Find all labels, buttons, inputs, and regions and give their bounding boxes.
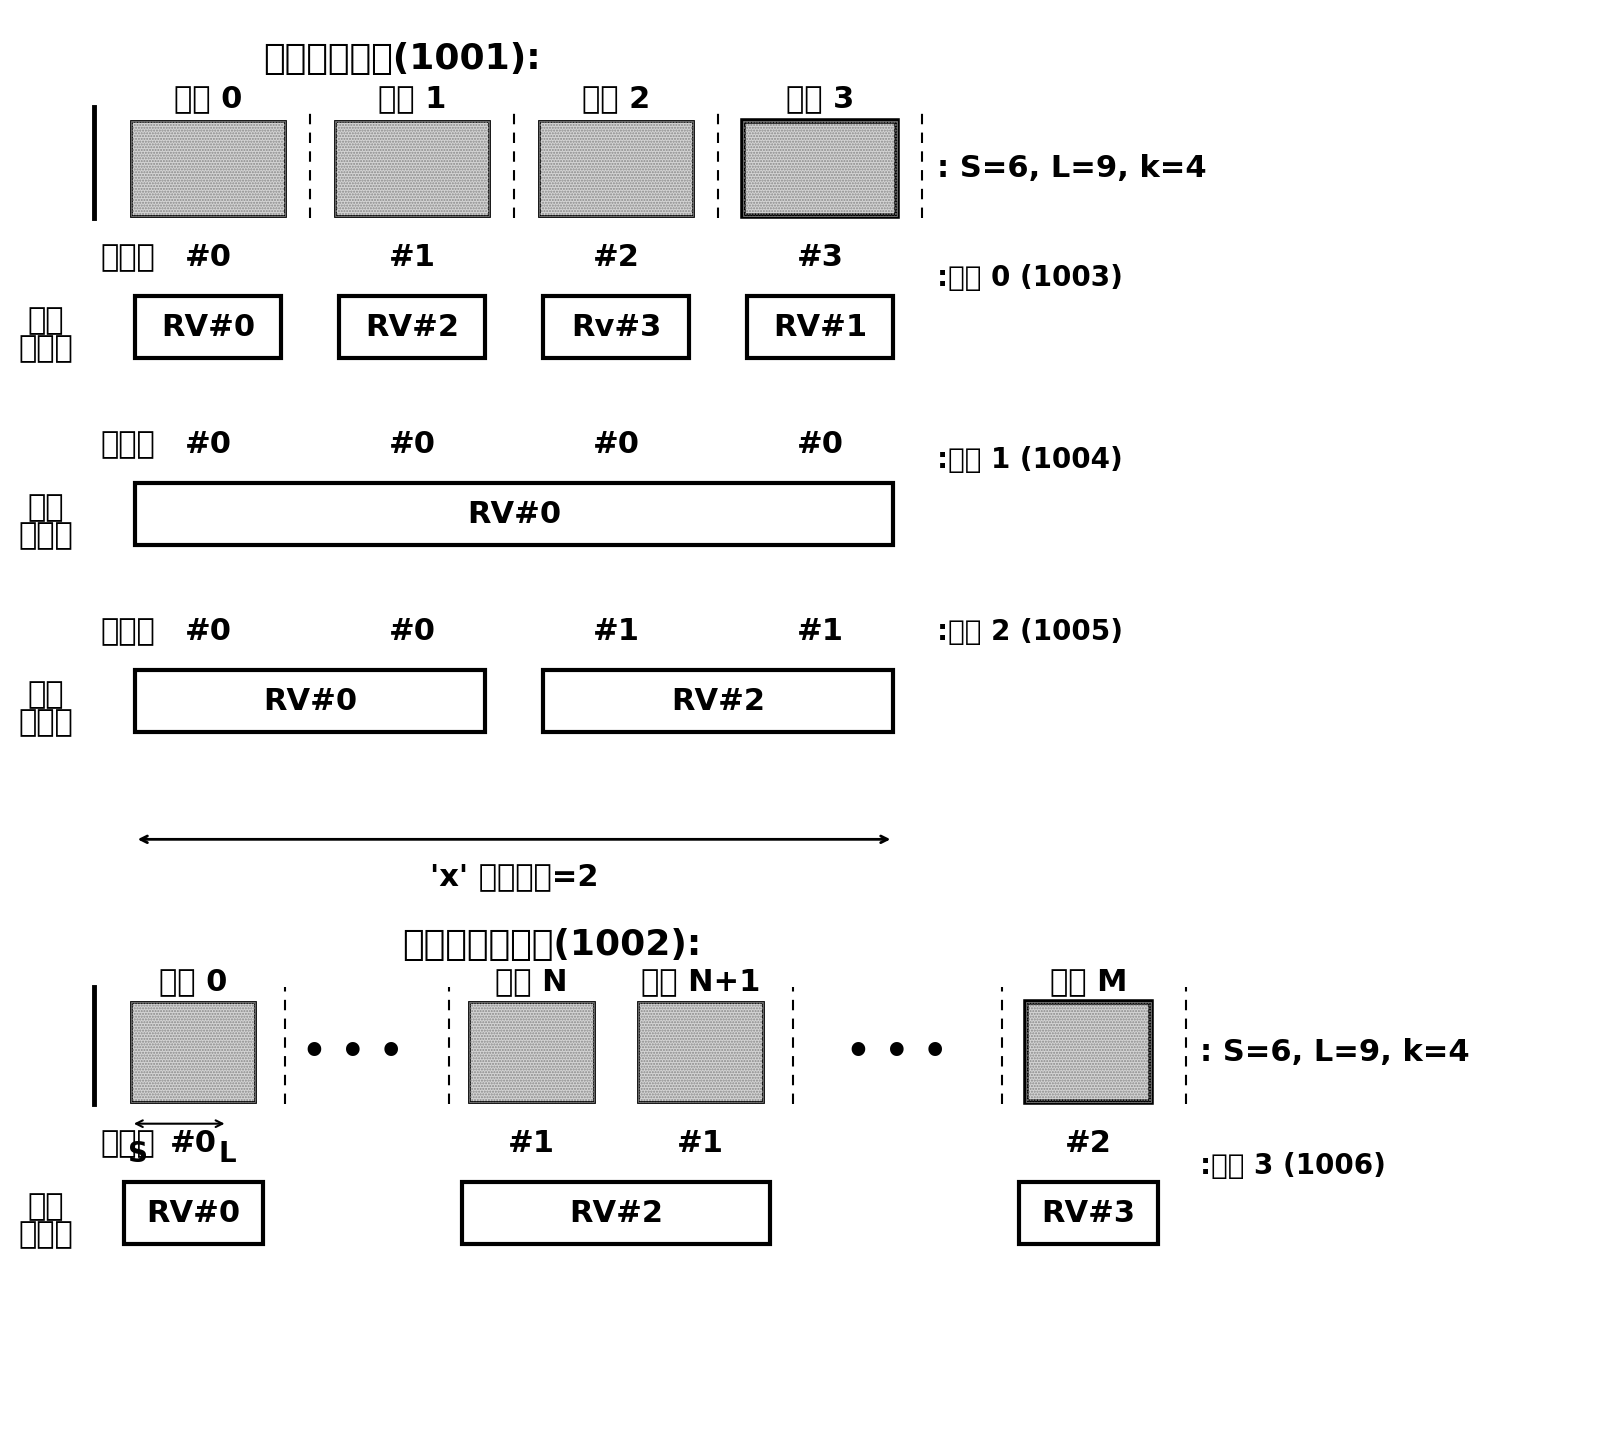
Text: :情况 0 (1003): :情况 0 (1003) <box>936 264 1121 291</box>
Text: #0: #0 <box>592 430 639 459</box>
Text: #3: #3 <box>795 243 842 272</box>
Text: RV#0: RV#0 <box>263 686 357 715</box>
Text: #0: #0 <box>795 430 842 459</box>
Bar <box>638 1002 763 1102</box>
Bar <box>131 1002 255 1102</box>
Text: RV#2: RV#2 <box>568 1199 662 1228</box>
Text: 时隙 0: 时隙 0 <box>174 84 242 113</box>
Text: 时隙 1: 时隙 1 <box>378 84 446 113</box>
Bar <box>742 122 896 216</box>
Bar <box>123 1183 263 1244</box>
Text: 时隙 3: 时隙 3 <box>786 84 854 113</box>
Text: RV#3: RV#3 <box>1040 1199 1134 1228</box>
Text: #1: #1 <box>388 243 435 272</box>
Text: 连续物理时隙(1001):: 连续物理时隙(1001): <box>263 42 540 75</box>
Text: RV#1: RV#1 <box>773 313 867 342</box>
Bar <box>542 670 893 731</box>
Bar <box>339 297 485 358</box>
Text: 时机：: 时机： <box>101 617 156 646</box>
Text: 版本：: 版本： <box>18 708 73 737</box>
Bar <box>131 122 286 216</box>
Text: #0: #0 <box>388 617 435 646</box>
Bar <box>469 1002 594 1102</box>
Text: Rv#3: Rv#3 <box>571 313 661 342</box>
Text: #1: #1 <box>795 617 842 646</box>
Text: #0: #0 <box>185 617 232 646</box>
Text: RV#0: RV#0 <box>146 1199 240 1228</box>
Text: 非连续物理时隙(1002):: 非连续物理时隙(1002): <box>401 928 701 961</box>
Bar <box>638 1002 763 1102</box>
Bar <box>131 122 286 216</box>
Text: RV#2: RV#2 <box>670 686 764 715</box>
Text: • • •: • • • <box>302 1032 403 1072</box>
Text: 冗余: 冗余 <box>28 1193 65 1222</box>
Bar <box>461 1183 769 1244</box>
Text: 冗余: 冗余 <box>28 494 65 523</box>
Text: 版本：: 版本： <box>18 334 73 363</box>
Text: #0: #0 <box>388 430 435 459</box>
Text: 时隙 N+1: 时隙 N+1 <box>641 967 760 996</box>
Bar <box>747 297 893 358</box>
Bar <box>539 122 693 216</box>
Bar <box>135 670 485 731</box>
Text: S: S <box>128 1140 148 1167</box>
Text: 时隙 N: 时隙 N <box>495 967 568 996</box>
Text: #0: #0 <box>185 243 232 272</box>
Text: 版本：: 版本： <box>18 521 73 550</box>
Text: L: L <box>219 1140 235 1167</box>
Bar <box>539 122 693 216</box>
Text: #0: #0 <box>185 430 232 459</box>
Text: 时隙 M: 时隙 M <box>1048 967 1126 996</box>
Text: #1: #1 <box>677 1129 724 1158</box>
Text: 时机：: 时机： <box>101 243 156 272</box>
Text: :情况 1 (1004): :情况 1 (1004) <box>936 446 1121 473</box>
Bar <box>135 484 893 544</box>
Bar <box>542 297 688 358</box>
Text: 时隙 0: 时隙 0 <box>159 967 227 996</box>
Text: : S=6, L=9, k=4: : S=6, L=9, k=4 <box>936 155 1206 184</box>
Text: 'x' 时隙数量=2: 'x' 时隙数量=2 <box>430 863 597 892</box>
Text: 版本：: 版本： <box>18 1221 73 1250</box>
Bar <box>1026 1002 1151 1102</box>
Text: 时机：: 时机： <box>101 1129 156 1158</box>
Text: 时机：: 时机： <box>101 430 156 459</box>
Text: #2: #2 <box>1065 1129 1112 1158</box>
Bar <box>1026 1002 1151 1102</box>
Text: RV#0: RV#0 <box>161 313 255 342</box>
Text: #2: #2 <box>592 243 639 272</box>
Text: : S=6, L=9, k=4: : S=6, L=9, k=4 <box>1199 1038 1469 1067</box>
Text: #0: #0 <box>169 1129 216 1158</box>
Text: :情况 2 (1005): :情况 2 (1005) <box>936 617 1121 646</box>
Text: • • •: • • • <box>846 1032 948 1072</box>
Bar <box>742 122 896 216</box>
Bar <box>135 297 281 358</box>
Text: #1: #1 <box>592 617 639 646</box>
Text: :情况 3 (1006): :情况 3 (1006) <box>1199 1153 1386 1180</box>
Text: 时隙 2: 时隙 2 <box>581 84 649 113</box>
Bar <box>131 1002 255 1102</box>
Bar <box>334 122 489 216</box>
Bar <box>334 122 489 216</box>
Text: RV#2: RV#2 <box>365 313 459 342</box>
Bar <box>1018 1183 1157 1244</box>
Bar <box>469 1002 594 1102</box>
Text: #1: #1 <box>508 1129 555 1158</box>
Text: 冗余: 冗余 <box>28 307 65 336</box>
Text: RV#0: RV#0 <box>467 500 562 529</box>
Text: 冗余: 冗余 <box>28 681 65 710</box>
